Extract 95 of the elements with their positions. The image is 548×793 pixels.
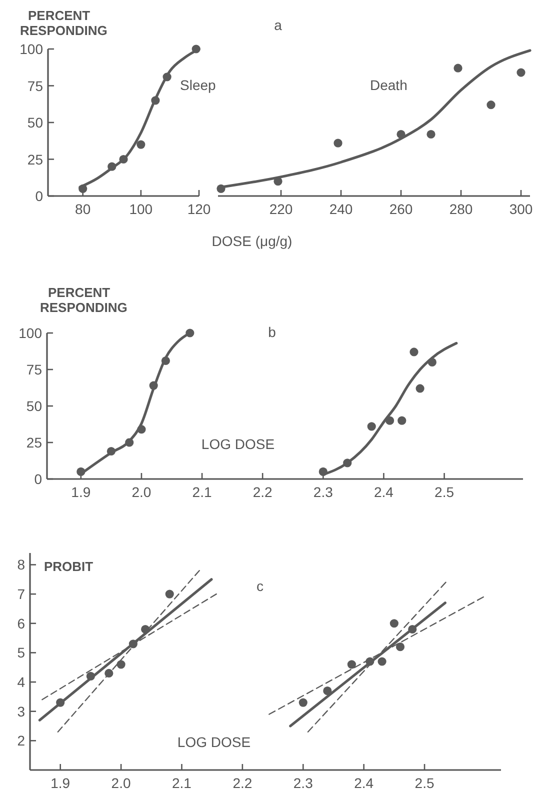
x-tick-label: 1.9	[50, 775, 70, 791]
y-axis-title: PROBIT	[44, 559, 94, 574]
y-tick-label: 4	[17, 674, 26, 690]
x-tick-label: 280	[449, 201, 473, 217]
point	[426, 130, 436, 139]
point	[274, 177, 282, 186]
y-tick-label: 8	[17, 556, 26, 573]
x-tick-label: 80	[75, 201, 91, 217]
point	[323, 686, 332, 696]
point	[78, 184, 88, 193]
y-axis-title: PERCENT RESPONDING	[20, 8, 108, 38]
x-tick-label: 100	[129, 201, 153, 217]
x-tick-label: 300	[509, 201, 533, 217]
x-tick-label: 1.9	[71, 484, 91, 500]
point	[106, 446, 116, 456]
x-tick-label: 2.2	[252, 484, 273, 500]
point	[108, 162, 116, 171]
point	[516, 68, 526, 77]
point	[378, 657, 386, 666]
text: c	[256, 578, 264, 594]
y-tick-label: 75	[27, 78, 44, 94]
point	[454, 64, 462, 72]
y-axis-title: PERCENT RESPONDING	[40, 285, 128, 315]
point	[396, 130, 406, 139]
y-tick-label: 75	[26, 362, 42, 378]
y-tick-label: 100	[20, 41, 44, 57]
point	[116, 660, 126, 669]
point	[104, 668, 114, 678]
point	[86, 672, 95, 680]
y-tick-label: 2	[17, 732, 26, 749]
x-tick-label: 2.0	[132, 484, 152, 500]
chart-title: b	[268, 324, 276, 340]
y-tick-label: 0	[34, 471, 42, 487]
x-tick-label: 2.4	[374, 484, 394, 500]
x-tick-label: 2.4	[354, 775, 374, 791]
point	[136, 140, 146, 149]
point	[162, 72, 172, 82]
point	[216, 184, 226, 193]
point	[416, 384, 424, 393]
y-tick-label: 0	[35, 188, 44, 204]
point	[318, 467, 328, 476]
point	[390, 619, 398, 628]
x-tick-label: 2.1	[172, 775, 192, 791]
x-tick-label: 220	[269, 201, 293, 217]
series-label: Sleep	[180, 77, 216, 93]
x-tick-label: 2.5	[434, 484, 454, 500]
x-tick-label: 2.3	[293, 775, 314, 791]
point	[298, 698, 308, 707]
y-tick-label: 100	[18, 325, 42, 341]
x-tick-label: 2.0	[111, 775, 131, 791]
point	[76, 467, 86, 476]
chart-title: a	[274, 17, 282, 33]
y-tick-label: 5	[17, 644, 26, 661]
point	[192, 44, 200, 54]
x-axis-title: LOG DOSE	[177, 734, 251, 750]
point	[347, 660, 356, 669]
point	[149, 381, 158, 390]
point	[128, 640, 138, 648]
point	[137, 425, 146, 434]
point	[486, 100, 496, 110]
y-tick-label: 50	[26, 398, 42, 414]
point	[408, 624, 417, 634]
point	[396, 642, 405, 652]
x-tick-label: 260	[389, 201, 413, 217]
y-tick-label: 6	[17, 615, 26, 632]
point	[141, 624, 150, 634]
y-tick-label: 50	[27, 114, 44, 130]
point	[161, 356, 170, 366]
point	[428, 358, 436, 366]
y-tick-label: 7	[17, 586, 26, 602]
point	[125, 438, 134, 447]
x-axis-title: LOG DOSE	[201, 436, 275, 452]
point	[151, 96, 160, 105]
text: Death	[370, 77, 408, 93]
x-tick-label: 2.2	[232, 775, 252, 791]
point	[343, 458, 352, 468]
point	[56, 698, 65, 707]
point	[385, 416, 394, 425]
y-tick-label: 25	[26, 434, 42, 450]
point	[366, 657, 374, 666]
point	[334, 138, 342, 148]
y-tick-label: 3	[17, 703, 26, 720]
x-axis-title: DOSE (μg/g)	[212, 233, 292, 249]
x-tick-label: 120	[187, 201, 211, 217]
point	[398, 416, 406, 425]
y-tick-label: 25	[27, 151, 44, 168]
point	[410, 348, 418, 356]
point	[165, 590, 174, 598]
x-tick-label: 2.3	[313, 484, 334, 500]
x-tick-label: 240	[329, 201, 353, 217]
x-tick-label: 2.5	[414, 775, 434, 791]
x-tick-label: 2.1	[192, 484, 212, 500]
point	[186, 328, 194, 338]
point	[367, 422, 376, 431]
point	[119, 154, 128, 164]
